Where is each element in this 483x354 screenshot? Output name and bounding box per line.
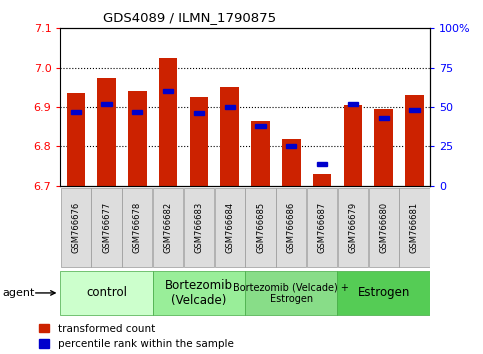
Bar [190, 97, 208, 186]
Bar [98, 78, 116, 186]
Bar [282, 138, 300, 186]
Bar [317, 162, 327, 166]
Bar [286, 144, 297, 148]
Text: GSM766684: GSM766684 [225, 202, 234, 253]
FancyBboxPatch shape [214, 188, 245, 267]
Text: GSM766686: GSM766686 [287, 202, 296, 253]
Text: Estrogen: Estrogen [357, 286, 410, 299]
FancyBboxPatch shape [276, 188, 306, 267]
Text: GDS4089 / ILMN_1790875: GDS4089 / ILMN_1790875 [103, 11, 276, 24]
Text: GSM766679: GSM766679 [348, 202, 357, 253]
Bar [379, 116, 389, 120]
Bar [194, 112, 204, 115]
FancyBboxPatch shape [91, 188, 122, 267]
Bar [71, 110, 81, 114]
FancyBboxPatch shape [184, 188, 214, 267]
Text: GSM766682: GSM766682 [164, 202, 172, 253]
Text: GSM766677: GSM766677 [102, 202, 111, 253]
Text: control: control [86, 286, 127, 299]
FancyBboxPatch shape [245, 188, 276, 267]
Bar [128, 91, 147, 186]
Bar [344, 105, 362, 186]
Bar [256, 124, 266, 128]
FancyBboxPatch shape [122, 188, 153, 267]
Bar [101, 102, 112, 106]
Bar [67, 93, 85, 186]
Bar [225, 105, 235, 109]
Text: GSM766676: GSM766676 [71, 202, 80, 253]
FancyBboxPatch shape [338, 271, 430, 315]
Bar [132, 110, 142, 114]
FancyBboxPatch shape [338, 188, 368, 267]
Text: GSM766683: GSM766683 [195, 202, 203, 253]
Text: GSM766680: GSM766680 [379, 202, 388, 253]
FancyBboxPatch shape [61, 188, 91, 267]
Bar [405, 95, 424, 186]
FancyBboxPatch shape [399, 188, 429, 267]
Text: Bortezomib (Velcade) +
Estrogen: Bortezomib (Velcade) + Estrogen [233, 282, 349, 304]
Bar [159, 58, 177, 186]
Text: agent: agent [2, 288, 35, 298]
FancyBboxPatch shape [369, 188, 399, 267]
Text: GSM766685: GSM766685 [256, 202, 265, 253]
Bar [374, 109, 393, 186]
Bar [163, 89, 173, 93]
Legend: transformed count, percentile rank within the sample: transformed count, percentile rank withi… [39, 324, 234, 349]
FancyBboxPatch shape [153, 271, 245, 315]
Bar [251, 121, 270, 186]
Bar [220, 87, 239, 186]
Text: GSM766687: GSM766687 [318, 202, 327, 253]
Text: GSM766681: GSM766681 [410, 202, 419, 253]
FancyBboxPatch shape [153, 188, 183, 267]
FancyBboxPatch shape [307, 188, 337, 267]
Bar [348, 102, 358, 106]
Text: GSM766678: GSM766678 [133, 202, 142, 253]
FancyBboxPatch shape [245, 271, 338, 315]
FancyBboxPatch shape [60, 271, 153, 315]
Bar [313, 174, 331, 186]
Bar [410, 108, 420, 112]
Text: Bortezomib
(Velcade): Bortezomib (Velcade) [165, 279, 233, 307]
